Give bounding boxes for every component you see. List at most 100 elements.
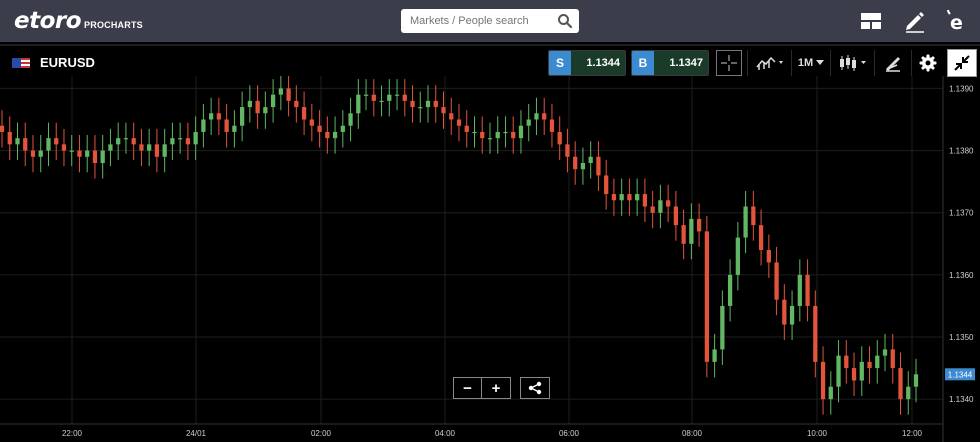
- candle-body: [410, 100, 415, 108]
- candle-body: [890, 349, 895, 369]
- candle-body: [23, 138, 28, 151]
- etoro-logo[interactable]: etoro PROCHARTS: [14, 8, 143, 34]
- search-box[interactable]: [401, 9, 579, 33]
- candle-body: [851, 368, 857, 381]
- candle-body: [758, 225, 764, 250]
- search-input[interactable]: [401, 9, 551, 33]
- candles-icon: [840, 55, 866, 71]
- candle-body: [30, 150, 36, 157]
- x-tick-label: 22:00: [62, 429, 83, 438]
- candle-body: [278, 88, 283, 95]
- candle-body: [534, 113, 539, 120]
- sell-tag: S: [549, 51, 571, 75]
- x-tick-label: 10:00: [807, 429, 828, 438]
- price-chart[interactable]: 1.1390 1.1380 1.1370 1.1360 1.1350 1.1340 22:0…: [0, 76, 980, 442]
- collapse-button[interactable]: [947, 49, 977, 77]
- candle-body: [681, 225, 686, 244]
- etoro-e-icon[interactable]: e: [945, 9, 969, 33]
- toolbar-divider: [791, 50, 792, 76]
- candle-body: [913, 374, 919, 387]
- candle-body: [766, 250, 771, 263]
- candle-body: [689, 218, 694, 244]
- gear-icon: [919, 54, 937, 72]
- chart-toolbar: EURUSD S 1.1344 B 1.1347 1M: [0, 44, 980, 77]
- candle-body: [15, 138, 20, 145]
- candle-body: [286, 88, 291, 101]
- candle-body: [627, 194, 632, 201]
- share-button[interactable]: [520, 377, 550, 399]
- candle-body: [472, 131, 477, 134]
- candle-body: [673, 206, 679, 226]
- zoom-out-button[interactable]: −: [453, 377, 482, 399]
- chart-type-icon: [756, 56, 783, 70]
- candle-body: [325, 131, 330, 139]
- candle-body: [696, 218, 702, 232]
- candle-body: [820, 361, 826, 400]
- share-icon: [528, 381, 542, 395]
- y-tick-label: 1.1340: [949, 395, 974, 404]
- candle-body: [379, 100, 384, 103]
- candle-body: [859, 361, 864, 381]
- candle-body: [193, 131, 198, 145]
- candle-body: [123, 138, 129, 140]
- candle-body: [387, 94, 392, 101]
- drawing-icon: [886, 57, 900, 72]
- candle-body: [178, 138, 183, 140]
- candle-body: [565, 144, 570, 157]
- candle-body: [805, 274, 810, 306]
- candle-body: [255, 100, 260, 114]
- y-tick-label: 1.1390: [949, 84, 974, 93]
- candle-body: [108, 144, 113, 151]
- drawing-tools-button[interactable]: [880, 50, 906, 76]
- symbol-label: EURUSD: [40, 55, 95, 70]
- timeframe-label: 1M: [797, 57, 814, 69]
- crosshair-button[interactable]: [716, 50, 742, 76]
- search-icon[interactable]: [557, 13, 573, 29]
- candle-body: [828, 386, 833, 400]
- chart-canvas[interactable]: 1.1390 1.1380 1.1370 1.1360 1.1350 1.1340 22:0…: [0, 76, 980, 442]
- candle-body: [61, 144, 67, 151]
- buy-button[interactable]: B 1.1347: [631, 50, 709, 76]
- candle-body: [797, 274, 802, 306]
- candle-body: [270, 94, 276, 108]
- toolbar-divider: [911, 50, 912, 76]
- x-tick-label: 04:00: [435, 429, 456, 438]
- settings-button[interactable]: [916, 50, 940, 76]
- candle-body: [224, 119, 229, 132]
- candle-body: [658, 200, 663, 213]
- candle-body: [596, 156, 601, 176]
- sell-price: 1.1344: [571, 51, 625, 75]
- candles-button[interactable]: [837, 50, 869, 76]
- pencil-icon[interactable]: [903, 9, 927, 33]
- candle-body: [92, 150, 98, 163]
- x-tick-label: 24/01: [186, 429, 207, 438]
- candle-body: [154, 144, 160, 157]
- candle-body: [402, 94, 407, 101]
- layout-icon[interactable]: [859, 9, 883, 33]
- zoom-in-button[interactable]: +: [482, 377, 511, 399]
- candle-body: [635, 194, 640, 201]
- candle-body: [441, 107, 446, 114]
- toolbar-divider: [830, 50, 831, 76]
- candle-body: [542, 113, 547, 120]
- current-price-marker: [945, 368, 975, 381]
- candle-body: [317, 125, 322, 132]
- candle-body: [209, 113, 214, 120]
- x-tick-label: 12:00: [902, 429, 923, 438]
- x-tick-label: 08:00: [682, 429, 703, 438]
- candle-body: [185, 138, 191, 145]
- candle-body: [735, 237, 740, 275]
- candle-body: [216, 113, 222, 120]
- candle-body: [495, 131, 500, 139]
- candle-body: [131, 138, 136, 145]
- candle-body: [518, 125, 524, 139]
- candle-body: [906, 386, 911, 400]
- sell-button[interactable]: S 1.1344: [548, 50, 626, 76]
- candle-body: [789, 305, 795, 325]
- timeframe-button[interactable]: 1M: [797, 50, 825, 76]
- candle-body: [836, 355, 841, 387]
- chart-type-button[interactable]: [754, 50, 786, 76]
- candle-body: [464, 125, 469, 132]
- current-price-label: 1.1344: [948, 370, 973, 379]
- candle-body: [170, 138, 175, 145]
